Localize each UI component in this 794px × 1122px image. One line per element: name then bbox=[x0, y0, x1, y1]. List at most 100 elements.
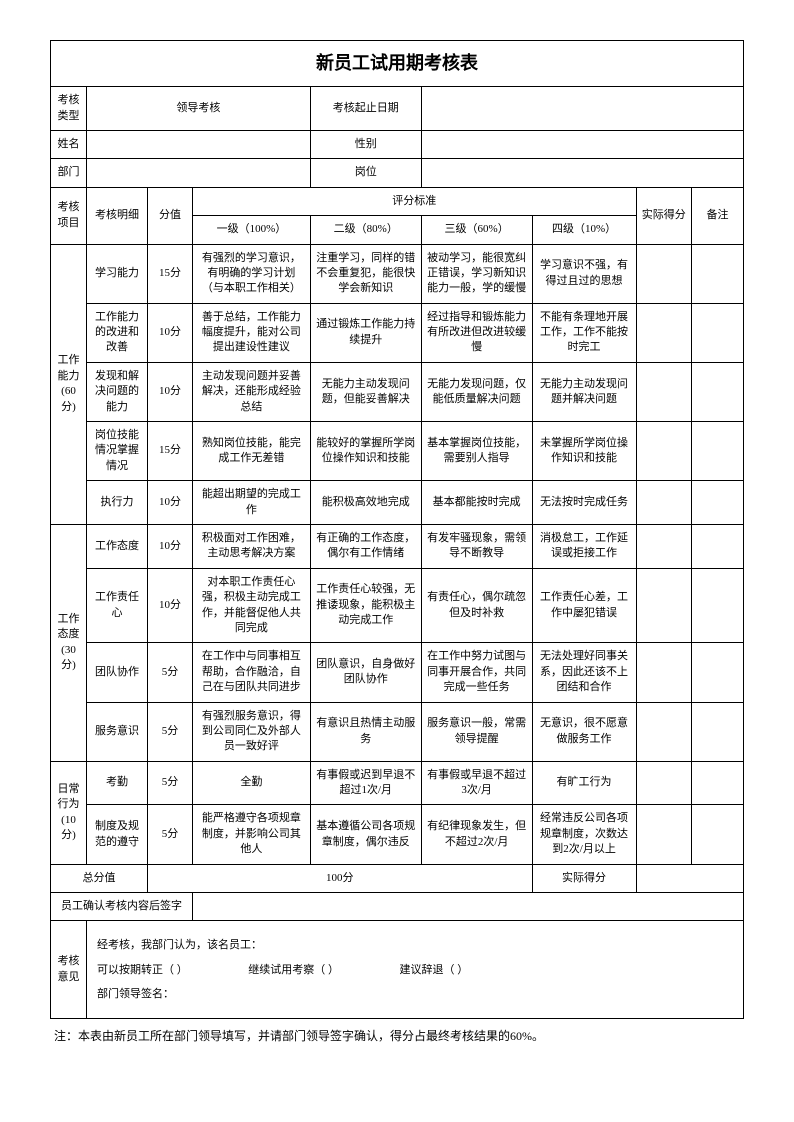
cell: 能严格遵守各项规章制度，并影响公司其他人 bbox=[193, 805, 311, 864]
cell: 不能有条理地开展工作，工作不能按时完工 bbox=[532, 303, 636, 362]
evaluation-table: 新员工试用期考核表 考核类型 领导考核 考核起止日期 姓名 性别 部门 岗位 考… bbox=[50, 40, 744, 1019]
cell: 主动发现问题并妥善解决，还能形成经验总结 bbox=[193, 362, 311, 421]
opinion-opts: 可以按期转正（ ） 继续试用考察（ ） 建议辞退（ ） bbox=[97, 958, 733, 982]
cell: 无意识，很不愿意做服务工作 bbox=[532, 702, 636, 761]
name-label: 姓名 bbox=[51, 130, 87, 158]
section-A: 工作能力(60分) bbox=[51, 244, 87, 524]
remark-cell[interactable] bbox=[691, 362, 743, 421]
gender-label: 性别 bbox=[310, 130, 421, 158]
actual-cell[interactable] bbox=[636, 481, 691, 525]
col-lv3: 三级（60%） bbox=[421, 216, 532, 244]
cell: 岗位技能情况掌握情况 bbox=[87, 422, 148, 481]
cell: 5分 bbox=[148, 805, 193, 864]
col-detail: 考核明细 bbox=[87, 187, 148, 244]
cell: 5分 bbox=[148, 643, 193, 702]
actual-cell[interactable] bbox=[636, 761, 691, 805]
cell: 有旷工行为 bbox=[532, 761, 636, 805]
cell: 10分 bbox=[148, 362, 193, 421]
cell: 有事假或早退不超过3次/月 bbox=[421, 761, 532, 805]
cell: 无能力主动发现问题，但能妥善解决 bbox=[310, 362, 421, 421]
actual-cell[interactable] bbox=[636, 702, 691, 761]
actual-cell[interactable] bbox=[636, 643, 691, 702]
cell: 在工作中与同事相互帮助，合作融洽，自己在与团队共同进步 bbox=[193, 643, 311, 702]
sign-value[interactable] bbox=[193, 893, 744, 921]
remark-cell[interactable] bbox=[691, 702, 743, 761]
col-lv4: 四级（10%） bbox=[532, 216, 636, 244]
actual-cell[interactable] bbox=[636, 244, 691, 303]
section-B: 工作态度(30分) bbox=[51, 525, 87, 762]
remark-cell[interactable] bbox=[691, 481, 743, 525]
post-label: 岗位 bbox=[310, 159, 421, 187]
footnote: 注：本表由新员工所在部门领导填写，并请部门领导签字确认，得分占最终考核结果的60… bbox=[50, 1027, 744, 1044]
cell: 学习能力 bbox=[87, 244, 148, 303]
type-value: 领导考核 bbox=[87, 87, 311, 131]
post-value[interactable] bbox=[421, 159, 743, 187]
cell: 团队协作 bbox=[87, 643, 148, 702]
cell: 制度及规范的遵守 bbox=[87, 805, 148, 864]
cell: 注重学习，同样的错不会重复犯，能很快学会新知识 bbox=[310, 244, 421, 303]
date-value[interactable] bbox=[421, 87, 743, 131]
cell: 15分 bbox=[148, 422, 193, 481]
cell: 服务意识 bbox=[87, 702, 148, 761]
cell: 能超出期望的完成工作 bbox=[193, 481, 311, 525]
cell: 10分 bbox=[148, 481, 193, 525]
cell: 发现和解决问题的能力 bbox=[87, 362, 148, 421]
remark-cell[interactable] bbox=[691, 422, 743, 481]
cell: 在工作中努力试图与同事开展合作，共同完成一些任务 bbox=[421, 643, 532, 702]
cell: 能较好的掌握所学岗位操作知识和技能 bbox=[310, 422, 421, 481]
remark-cell[interactable] bbox=[691, 303, 743, 362]
total-value: 100分 bbox=[148, 864, 533, 892]
cell: 10分 bbox=[148, 525, 193, 569]
cell: 基本遵循公司各项规章制度，偶尔违反 bbox=[310, 805, 421, 864]
dept-value[interactable] bbox=[87, 159, 311, 187]
cell: 消极怠工，工作延误或拒接工作 bbox=[532, 525, 636, 569]
col-score: 分值 bbox=[148, 187, 193, 244]
actual-cell[interactable] bbox=[636, 303, 691, 362]
actual-cell[interactable] bbox=[636, 525, 691, 569]
cell: 15分 bbox=[148, 244, 193, 303]
total-actual-label: 实际得分 bbox=[532, 864, 636, 892]
cell: 团队意识，自身做好团队协作 bbox=[310, 643, 421, 702]
remark-cell[interactable] bbox=[691, 244, 743, 303]
cell: 10分 bbox=[148, 568, 193, 643]
cell: 工作态度 bbox=[87, 525, 148, 569]
cell: 5分 bbox=[148, 702, 193, 761]
remark-cell[interactable] bbox=[691, 643, 743, 702]
total-actual-value[interactable] bbox=[636, 864, 743, 892]
col-actual: 实际得分 bbox=[636, 187, 691, 244]
remark-cell[interactable] bbox=[691, 761, 743, 805]
cell: 有发牢骚现象，需领导不断教导 bbox=[421, 525, 532, 569]
remark-cell[interactable] bbox=[691, 805, 743, 864]
col-lv1: 一级（100%） bbox=[193, 216, 311, 244]
col-standard: 评分标准 bbox=[193, 187, 636, 215]
cell: 对本职工作责任心强，积极主动完成工作，并能督促他人共同完成 bbox=[193, 568, 311, 643]
cell: 基本掌握岗位技能，需要别人指导 bbox=[421, 422, 532, 481]
cell: 经常违反公司各项规章制度，次数达到2次/月以上 bbox=[532, 805, 636, 864]
cell: 有责任心，偶尔疏忽但及时补救 bbox=[421, 568, 532, 643]
cell: 考勤 bbox=[87, 761, 148, 805]
col-remark: 备注 bbox=[691, 187, 743, 244]
remark-cell[interactable] bbox=[691, 525, 743, 569]
cell: 熟知岗位技能，能完成工作无差错 bbox=[193, 422, 311, 481]
opinion-content[interactable]: 经考核，我部门认为，该名员工： 可以按期转正（ ） 继续试用考察（ ） 建议辞退… bbox=[87, 921, 744, 1019]
actual-cell[interactable] bbox=[636, 805, 691, 864]
gender-value[interactable] bbox=[421, 130, 743, 158]
col-lv2: 二级（80%） bbox=[310, 216, 421, 244]
dept-label: 部门 bbox=[51, 159, 87, 187]
form-title: 新员工试用期考核表 bbox=[51, 41, 744, 87]
cell: 能积极高效地完成 bbox=[310, 481, 421, 525]
section-C: 日常行为(10分) bbox=[51, 761, 87, 864]
col-project: 考核项目 bbox=[51, 187, 87, 244]
cell: 无能力主动发现问题并解决问题 bbox=[532, 362, 636, 421]
cell: 善于总结，工作能力幅度提升，能对公司提出建设性建议 bbox=[193, 303, 311, 362]
actual-cell[interactable] bbox=[636, 568, 691, 643]
cell: 无法按时完成任务 bbox=[532, 481, 636, 525]
cell: 有强烈服务意识，得到公司同仁及外部人员一致好评 bbox=[193, 702, 311, 761]
actual-cell[interactable] bbox=[636, 362, 691, 421]
sign-label: 员工确认考核内容后签字 bbox=[51, 893, 193, 921]
cell: 被动学习，能很宽纠正错误，学习新知识能力一般，学的缓慢 bbox=[421, 244, 532, 303]
actual-cell[interactable] bbox=[636, 422, 691, 481]
name-value[interactable] bbox=[87, 130, 311, 158]
remark-cell[interactable] bbox=[691, 568, 743, 643]
cell: 学习意识不强，有得过且过的思想 bbox=[532, 244, 636, 303]
